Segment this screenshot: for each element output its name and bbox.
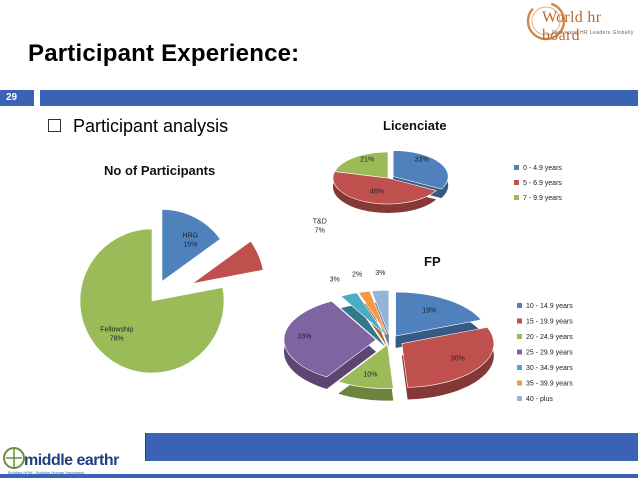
pie-slice [283,300,377,378]
pie-data-label: HRG [182,233,198,240]
legend-label: 5 - 6.9 years [523,180,562,187]
pie-licenciate: 33% 46% 21% [332,150,449,213]
chart-title-fp: FP [424,254,441,269]
legend-label: 15 - 19.9 years [526,319,573,326]
slide-title: Participant Experience: [28,40,300,67]
pie-slice [334,151,389,179]
legend-swatch [514,195,519,200]
pie-data-label: 78% [110,336,124,343]
pie-data-label: T&D [313,219,327,226]
footer-bar [145,433,638,461]
chart-title-participants: No of Participants [104,163,216,178]
pie-data-label: 19% [422,307,436,314]
legend-swatch [514,180,519,185]
legend-licenciate: 0 - 4.9 years 5 - 6.9 years 7 - 9.9 years [514,165,562,202]
legend-label: 30 - 34.9 years [526,365,573,372]
pie-data-label: 15% [183,242,197,249]
pie-slice [332,171,437,205]
legend-swatch [517,349,522,355]
pie-data-label: Fellowship [100,327,133,334]
world-hr-board-logo [520,0,638,44]
world-hr-board-tagline: Delivering HR Leaders Globally [552,30,634,36]
world-hr-board-logo-text: World hr board [542,9,602,44]
legend-swatch [517,318,522,324]
legend-swatch [517,396,522,401]
pie-slice [371,289,390,335]
pie-data-label: 2% [352,271,362,278]
pie-slice [358,290,388,335]
legend-swatch [517,365,522,370]
pie-data-label: 7% [315,228,325,235]
pie-data-label: 33% [297,334,311,341]
pie-slice [340,292,386,335]
pie-participants: HRG 15% T&D 7% Fellowship 78% [79,209,327,374]
middle-earth-logo-text: middle earthr [24,452,119,469]
footer-line [0,474,638,478]
globe-icon [3,447,25,469]
bullet-text: Participant analysis [73,116,229,136]
bullet-item: Participant analysis [48,116,228,137]
legend-swatch [517,380,522,386]
pie-data-label: 30% [451,356,465,363]
legend-label: 40 - plus [526,396,553,403]
middle-earth-logo [2,440,142,474]
legend-label: 10 - 14.9 years [526,303,573,310]
pie-slice [79,228,225,374]
pie-slice [392,150,449,190]
legend-label: 35 - 39.9 years [526,381,573,388]
middle-earth-tagline: Building HRM - Building Human Happiness [8,470,85,475]
pie-slice-side [340,304,386,347]
pie-fp: 19% 30% 10% 33% 3% 2% 3% [283,270,495,401]
legend-label: 25 - 29.9 years [526,350,573,357]
pie-slice [161,209,221,282]
pie-data-label: 33% [415,157,429,164]
logo-circle-icon [526,1,566,41]
legend-fp: 10 - 14.9 years 15 - 19.9 years 20 - 24.9 … [517,303,573,403]
bullet-square-icon [48,118,61,132]
pie-slice [192,240,264,284]
pie-data-label: 21% [360,156,374,163]
pie-slice [395,291,482,337]
legend-swatch [517,334,522,339]
pie-data-label: 46% [370,188,384,195]
legend-swatch [517,303,522,308]
pie-slice [337,344,394,389]
legend-label: 7 - 9.9 years [523,195,562,202]
pie-slice [401,327,495,388]
legend-swatch [514,165,519,170]
legend-label: 0 - 4.9 years [523,165,562,172]
pie-data-label: 3% [375,270,385,277]
header-band [40,90,638,106]
legend-label: 20 - 24.9 years [526,334,573,341]
pie-data-label: 3% [330,276,340,283]
page-number: 29 [0,90,34,106]
pie-data-label: 10% [363,372,377,379]
chart-title-licenciate: Licenciate [383,118,447,133]
